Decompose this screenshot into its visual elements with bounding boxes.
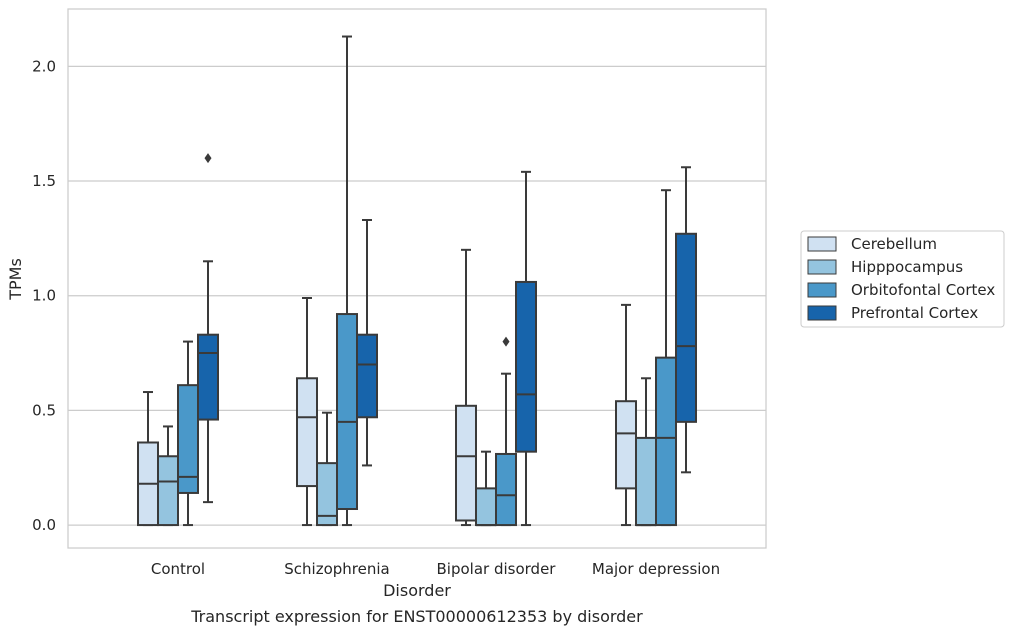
- box-orbitofontal-cortex-3: [655, 189, 677, 527]
- box-iqr: [356, 333, 378, 419]
- y-tick-label: 1.5: [32, 172, 56, 190]
- y-tick-label: 2.0: [32, 57, 56, 75]
- legend: Cerebellum Hipppocampus Orbitofontal Corte…: [800, 230, 1005, 328]
- legend-swatch: [807, 282, 837, 298]
- box-hipppocampus-2: [475, 450, 497, 527]
- box-orbitofontal-cortex-1: [336, 35, 358, 527]
- legend-label: Prefrontal Cortex: [851, 304, 978, 322]
- box-iqr: [515, 280, 537, 453]
- box-plot-area: [137, 35, 697, 527]
- box-iqr: [455, 404, 477, 522]
- box-iqr: [475, 487, 497, 527]
- legend-swatch: [807, 305, 837, 321]
- outlier-point: [502, 336, 510, 347]
- y-tick-label: 0.5: [32, 401, 56, 419]
- box-prefrontal-cortex-0: [197, 153, 219, 504]
- box-hipppocampus-1: [316, 411, 338, 527]
- box-iqr: [157, 455, 179, 527]
- box-prefrontal-cortex-2: [515, 170, 537, 527]
- box-iqr: [336, 313, 358, 511]
- box-iqr: [635, 436, 657, 527]
- box-iqr: [197, 333, 219, 421]
- box-iqr: [495, 452, 517, 527]
- x-axis-label: Disorder: [383, 581, 451, 600]
- x-tick-label: Major depression: [592, 560, 720, 578]
- box-iqr: [675, 232, 697, 423]
- x-axis-ticks: Control Schizophrenia Bipolar disorder Majo…: [151, 560, 720, 578]
- box-iqr: [296, 377, 318, 488]
- box-cerebellum-3: [615, 303, 637, 527]
- outlier-point: [204, 153, 212, 164]
- x-tick-label: Schizophrenia: [284, 560, 389, 578]
- box-orbitofontal-cortex-0: [177, 340, 199, 527]
- legend-frame: [800, 230, 1005, 328]
- box-cerebellum-2: [455, 248, 477, 527]
- legend-swatch: [807, 236, 837, 252]
- y-tick-label: 1.0: [32, 287, 56, 305]
- box-hipppocampus-3: [635, 377, 657, 527]
- legend-label: Cerebellum: [851, 235, 937, 253]
- box-iqr: [655, 356, 677, 527]
- box-iqr: [615, 400, 637, 490]
- y-axis-label: TPMs: [6, 258, 25, 301]
- legend-swatch: [807, 259, 837, 275]
- box-prefrontal-cortex-3: [675, 166, 697, 474]
- plot-frame: [67, 8, 767, 549]
- box-cerebellum-0: [137, 391, 159, 527]
- box-hipppocampus-0: [157, 425, 179, 527]
- x-tick-label: Bipolar disorder: [437, 560, 557, 578]
- box-iqr: [177, 384, 199, 494]
- legend-label: Orbitofontal Cortex: [851, 281, 995, 299]
- box-orbitofontal-cortex-2: [495, 336, 517, 527]
- legend-label: Hipppocampus: [851, 258, 963, 276]
- box-prefrontal-cortex-1: [356, 219, 378, 467]
- x-tick-label: Control: [151, 560, 205, 578]
- chart-caption: Transcript expression for ENST0000061235…: [190, 607, 643, 626]
- y-tick-label: 0.0: [32, 516, 56, 534]
- box-cerebellum-1: [296, 296, 318, 527]
- y-axis-ticks: 0.0 0.5 1.0 1.5 2.0: [32, 57, 56, 534]
